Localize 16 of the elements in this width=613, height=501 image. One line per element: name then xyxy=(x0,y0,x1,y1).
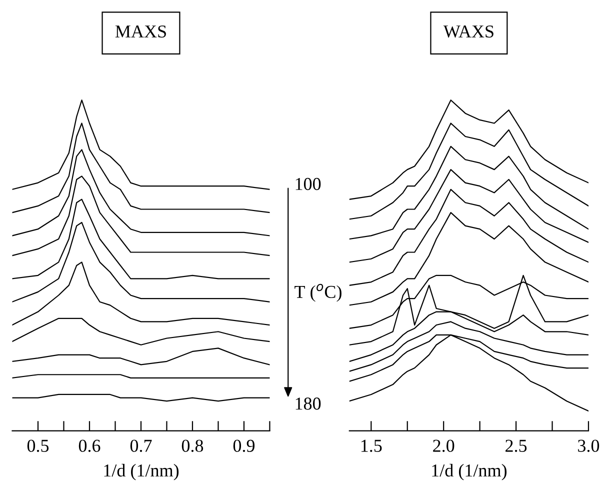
text: T ($^{o}$C) xyxy=(294,284,342,302)
chart-title: WAXS xyxy=(443,25,494,38)
chart-title: MAXS xyxy=(115,25,166,38)
x-axis-title: 1/d (1/nm) xyxy=(432,464,507,480)
x-axis-title: 1/d (1/nm) xyxy=(104,464,179,480)
x-tick-label: 0.6 xyxy=(78,440,100,452)
x-tick-label: 0.5 xyxy=(27,440,49,452)
x-tick-label: 0.7 xyxy=(130,440,152,452)
x-tick-label: 2.5 xyxy=(506,440,527,452)
x-tick-label: 0.8 xyxy=(182,440,204,452)
x-tick-label: 3.0 xyxy=(578,440,600,452)
x-tick-label: 1.5 xyxy=(361,440,382,452)
text: 180 xyxy=(296,398,321,410)
x-tick-label: 2.0 xyxy=(433,440,454,452)
x-tick-label: 0.9 xyxy=(233,440,255,452)
text: 100 xyxy=(296,178,321,190)
